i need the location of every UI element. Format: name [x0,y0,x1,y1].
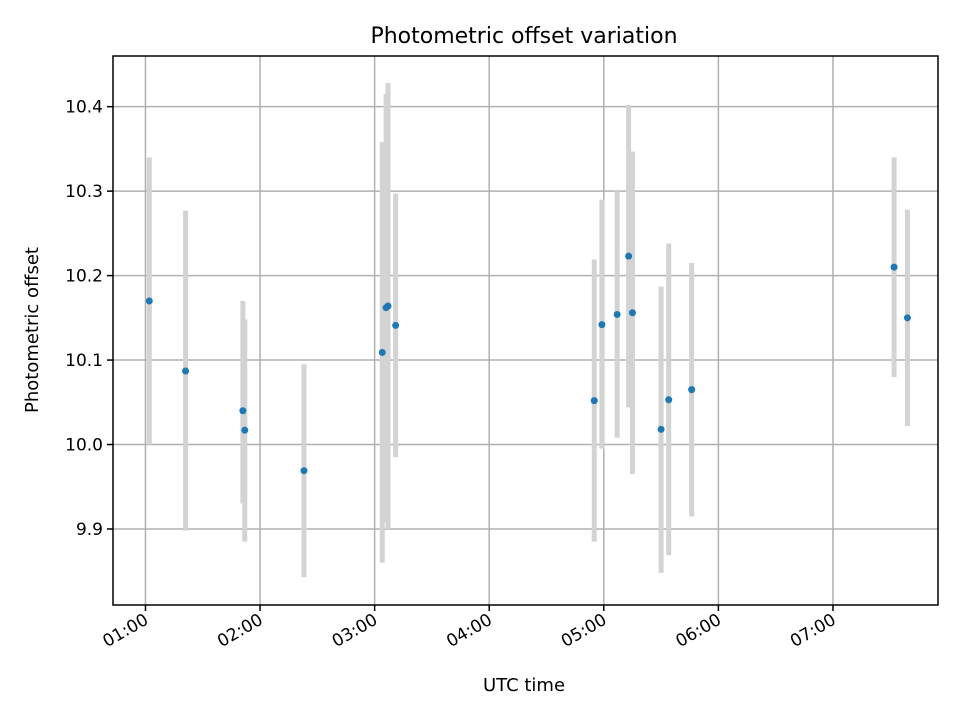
data-point [378,348,386,356]
axis-ticks: 01:00 02:00 03:00 04:00 05:00 06:00 07:00 9.9 10… [65,98,839,652]
y-axis-label: Photometric offset [22,247,43,413]
x-axis-label: UTC time [483,675,565,696]
data-point [890,263,898,271]
y-tick-label: 10.0 [65,436,103,456]
x-tick-label: 07:00 [787,610,839,652]
data-point [182,367,190,375]
data-point [657,425,665,433]
x-tick-label: 05:00 [558,610,610,652]
data-point [903,314,911,322]
data-point [145,297,153,305]
data-point [665,396,673,404]
x-tick-label: 04:00 [443,610,495,652]
data-point [239,407,247,415]
plot-frame [112,55,939,606]
data-point [300,467,308,475]
data-point [628,309,636,317]
y-tick-label: 10.4 [65,98,103,118]
data-point [688,386,696,394]
x-tick-label: 03:00 [329,610,381,652]
y-tick-label: 9.9 [76,520,103,540]
x-tick-label: 06:00 [672,610,724,652]
chart-title: Photometric offset variation [370,24,677,49]
x-tick-label: 01:00 [100,610,152,652]
data-point [384,302,392,310]
data-point [590,397,598,405]
data-point [241,426,249,434]
data-point [392,321,400,329]
data-point [598,321,606,329]
error-bars [146,83,910,578]
y-tick-label: 10.3 [65,182,103,202]
grid [113,56,938,605]
y-tick-label: 10.2 [65,267,103,287]
data-point [625,252,633,260]
data-point [613,310,621,318]
y-tick-label: 10.1 [65,351,103,371]
x-tick-label: 02:00 [214,610,266,652]
data-points [145,252,911,475]
